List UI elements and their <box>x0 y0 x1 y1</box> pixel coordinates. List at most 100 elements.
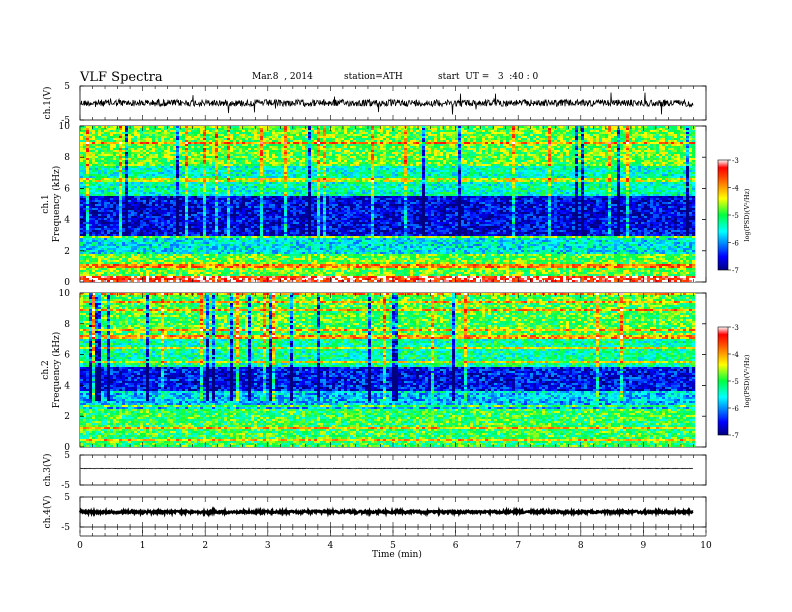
spectrogram-cell <box>623 172 627 175</box>
spectrogram-cell <box>101 154 105 157</box>
spectrogram-cell <box>545 156 549 159</box>
spectrogram-cell <box>326 136 330 139</box>
spectrogram-cell <box>341 136 345 139</box>
spectrogram-cell <box>80 164 84 167</box>
spectrogram-cell <box>461 170 465 173</box>
spectrogram-cell <box>119 130 123 133</box>
spectrogram-cell <box>422 164 426 167</box>
spectrogram-cell <box>569 168 573 171</box>
spectrogram-cell <box>401 162 405 165</box>
spectrogram-cell <box>296 130 300 133</box>
spectrogram-cell <box>89 152 93 155</box>
spectrogram-cell <box>611 136 615 139</box>
spectrogram-cell <box>485 136 489 139</box>
spectrogram-cell <box>515 168 519 171</box>
spectrogram-cell <box>251 154 255 157</box>
spectrogram-cell <box>359 138 363 141</box>
spectrogram-cell <box>467 170 471 173</box>
spectrogram-cell <box>380 148 384 151</box>
spectrogram-cell <box>680 172 684 175</box>
spectrogram-cell <box>311 146 315 149</box>
spectrogram-cell <box>530 138 534 141</box>
spectrogram-cell <box>278 148 282 151</box>
spectrogram-cell <box>689 166 693 169</box>
spectrogram-cell <box>437 166 441 169</box>
spectrogram-cell <box>443 164 447 167</box>
spectrogram-cell <box>323 128 327 131</box>
spectrogram-cell <box>191 154 195 157</box>
spectrogram-cell <box>314 150 318 153</box>
spectrogram-cell <box>263 170 267 173</box>
spectrogram-cell <box>383 168 387 171</box>
spectrogram-cell <box>539 164 543 167</box>
spectrogram-cell <box>131 148 135 151</box>
spectrogram-cell <box>170 140 174 143</box>
spectrogram-cell <box>383 132 387 135</box>
spectrogram-cell <box>641 164 645 167</box>
spectrogram-cell <box>464 170 468 173</box>
spectrogram-cell <box>533 148 537 151</box>
spectrogram-cell <box>662 130 666 133</box>
spectrogram-cell <box>626 146 630 149</box>
spectrogram-cell <box>305 172 309 175</box>
spectrogram-cell <box>437 134 441 137</box>
spectrogram-cell <box>311 170 315 173</box>
spectrogram-cell <box>683 162 687 165</box>
spectrogram-cell <box>206 150 210 153</box>
spectrogram-cell <box>518 132 522 135</box>
spectrogram-cell <box>449 148 453 151</box>
spectrogram-cell <box>293 164 297 167</box>
spectrogram-cell <box>86 142 90 145</box>
spectrogram-cell <box>491 154 495 157</box>
spectrogram-cell <box>266 138 270 141</box>
spectrogram-cell <box>320 142 324 145</box>
spectrogram-cell <box>641 150 645 153</box>
spectrogram-cell <box>617 152 621 155</box>
spectrogram-cell <box>149 162 153 165</box>
spectrogram-cell <box>92 130 96 133</box>
spectrogram-cell <box>212 154 216 157</box>
spectrogram-cell <box>332 170 336 173</box>
spectrogram-cell <box>677 128 681 131</box>
spectrogram-cell <box>428 172 432 175</box>
spectrogram-cell <box>341 140 345 143</box>
spectrogram-cell <box>236 158 240 161</box>
spectrogram-cell <box>212 150 216 153</box>
spectrogram-cell <box>557 146 561 149</box>
spectrogram-cell <box>560 134 564 137</box>
spectrogram-cell <box>128 128 132 131</box>
spectrogram-cell <box>275 148 279 151</box>
spectrogram-cell <box>125 126 129 129</box>
spectrogram-cell <box>407 136 411 139</box>
spectrogram-cell <box>224 132 228 135</box>
spectrogram-cell <box>182 158 186 161</box>
spectrogram-cell <box>524 170 528 173</box>
spectrogram-cell <box>683 156 687 159</box>
spectrogram-cell <box>230 172 234 175</box>
spectrogram-cell <box>506 144 510 147</box>
spectrogram-cell <box>347 152 351 155</box>
spectrogram-cell <box>263 140 267 143</box>
spectrogram-cell <box>242 150 246 153</box>
spectrogram-cell <box>353 164 357 167</box>
spectrogram-cell <box>623 134 627 137</box>
spectrogram-cell <box>128 164 132 167</box>
spectrogram-cell <box>320 132 324 135</box>
spectrogram-cell <box>662 152 666 155</box>
spectrogram-cell <box>314 146 318 149</box>
spectrogram-cell <box>386 126 390 129</box>
spectrogram-cell <box>257 142 261 145</box>
spectrogram-cell <box>524 128 528 131</box>
spectrogram-cell <box>509 138 513 141</box>
spectrogram-cell <box>296 166 300 169</box>
spectrogram-cell <box>116 166 120 169</box>
spectrogram-cell <box>557 132 561 135</box>
spectrogram-cell <box>113 174 117 177</box>
spectrogram-cell <box>176 130 180 133</box>
spectrogram-cell <box>134 172 138 175</box>
spectrogram-cell <box>170 130 174 133</box>
spectrogram-cell <box>287 150 291 153</box>
spectrogram-cell <box>449 172 453 175</box>
spectrogram-cell <box>512 160 516 163</box>
spectrogram-cell <box>230 160 234 163</box>
